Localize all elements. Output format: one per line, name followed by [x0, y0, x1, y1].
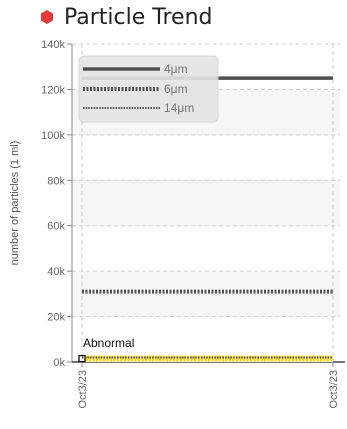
y-tick-label: 80k	[47, 175, 65, 187]
legend-box	[78, 55, 219, 123]
x-tick-label: Oct3/23	[77, 370, 89, 409]
y-tick-label: 0k	[53, 357, 65, 369]
y-tick-label: 120k	[41, 84, 65, 96]
abnormal-band-fill	[82, 355, 333, 362]
y-tick-label: 60k	[47, 221, 65, 233]
grid-band	[72, 180, 340, 226]
grid-band	[72, 271, 340, 317]
legend-label-2: 14μm	[164, 101, 194, 115]
legend-label-0: 4μm	[164, 62, 188, 76]
legend-label-1: 6μm	[164, 82, 188, 96]
abnormal-band-label: Abnormal	[83, 336, 134, 350]
hexagon-icon	[41, 10, 53, 24]
abnormal-band-marker	[78, 354, 86, 363]
y-tick-label: 140k	[41, 39, 65, 51]
chart-title: Particle Trend	[64, 4, 213, 30]
y-tick-label: 20k	[47, 312, 65, 324]
legend: 4μm 6μm 14μm	[78, 55, 219, 123]
x-tick-label: Oct3/23	[328, 370, 340, 409]
y-axis-label: number of particles (1 ml)	[9, 141, 21, 266]
y-tick-label: 40k	[47, 266, 65, 278]
y-tick-label: 100k	[41, 130, 65, 142]
chart-title-bar: Particle Trend	[40, 2, 213, 32]
